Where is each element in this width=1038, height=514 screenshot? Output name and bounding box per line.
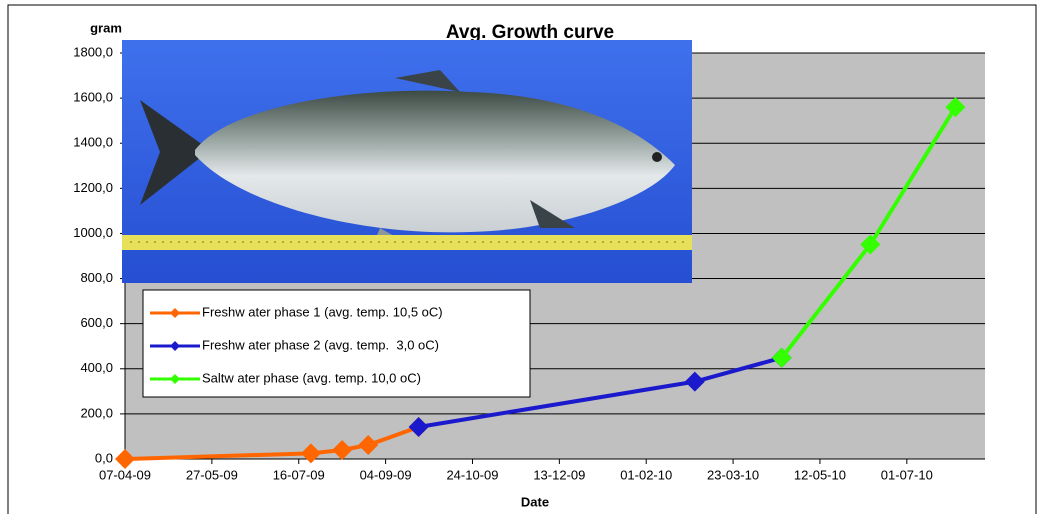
legend-label: Freshw ater phase 1 (avg. temp. 10,5 oC)	[202, 304, 443, 319]
y-tick-label: 400,0	[80, 360, 113, 375]
x-tick-label: 01-07-10	[881, 467, 933, 482]
y-tick-label: 1000,0	[73, 225, 113, 240]
y-tick-label: 600,0	[80, 315, 113, 330]
y-tick-label: 1800,0	[73, 44, 113, 59]
y-tick-label: 1400,0	[73, 135, 113, 150]
x-tick-label: 13-12-09	[533, 467, 585, 482]
y-tick-label: 200,0	[80, 405, 113, 420]
chart: 0,0 200,0 400,0 600,0 800,0 1000,0 1200,0 1400,…	[0, 0, 1038, 514]
y-tick-label: 800,0	[80, 270, 113, 285]
y-tick-label: 0,0	[95, 450, 113, 465]
x-tick-label: 23-03-10	[707, 467, 759, 482]
x-tick-label: 04-09-09	[360, 467, 412, 482]
y-tick-label: 1600,0	[73, 90, 113, 105]
y-axis-title: gram	[90, 20, 122, 35]
x-tick-label: 12-05-10	[794, 467, 846, 482]
chart-title: Avg. Growth curve	[446, 22, 614, 43]
legend-label: Freshw ater phase 2 (avg. temp. 3,0 oC)	[202, 337, 439, 352]
x-tick-label: 24-10-09	[446, 467, 498, 482]
page: 0,0 200,0 400,0 600,0 800,0 1000,0 1200,0 1400,…	[0, 0, 1038, 514]
y-tick-label: 1200,0	[73, 180, 113, 195]
fish-photo	[122, 40, 692, 283]
x-tick-label: 01-02-10	[620, 467, 672, 482]
x-axis-title: Date	[521, 494, 549, 509]
x-tick-label: 16-07-09	[273, 467, 325, 482]
x-tick-label: 27-05-09	[186, 467, 238, 482]
x-tick-label: 07-04-09	[99, 467, 151, 482]
legend-label: Saltw ater phase (avg. temp. 10,0 oC)	[202, 370, 421, 385]
